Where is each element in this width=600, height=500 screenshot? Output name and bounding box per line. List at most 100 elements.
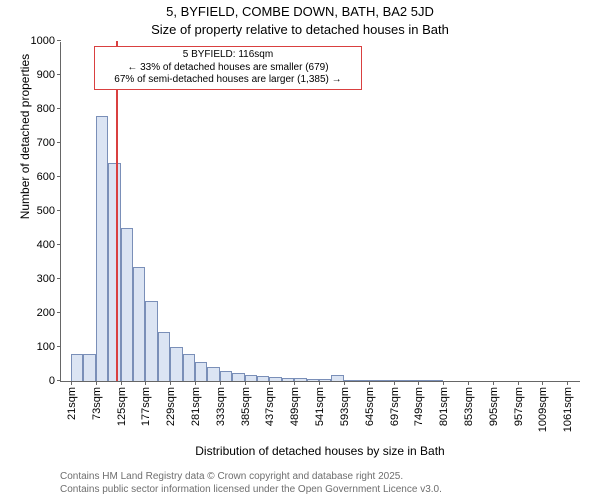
annotation-line2: ← 33% of detached houses are smaller (67… bbox=[101, 62, 354, 75]
histogram-bar bbox=[369, 380, 381, 381]
histogram-bar bbox=[381, 380, 393, 381]
ytick-label: 0 bbox=[49, 375, 61, 387]
ytick-mark bbox=[57, 108, 61, 109]
histogram-bar bbox=[121, 228, 133, 381]
xtick-mark bbox=[145, 381, 146, 385]
xtick-label: 957sqm bbox=[511, 387, 525, 426]
xtick-label: 437sqm bbox=[262, 387, 276, 426]
xtick-mark bbox=[269, 381, 270, 385]
xtick-label: 853sqm bbox=[461, 387, 475, 426]
xtick-mark bbox=[195, 381, 196, 385]
ytick-label: 600 bbox=[37, 171, 61, 183]
ytick-mark bbox=[57, 312, 61, 313]
histogram-bar bbox=[96, 116, 108, 381]
xtick-mark bbox=[418, 381, 419, 385]
footer-line1: Contains HM Land Registry data © Crown c… bbox=[60, 470, 442, 483]
histogram-bar bbox=[207, 367, 219, 381]
ytick-mark bbox=[57, 244, 61, 245]
xtick-label: 593sqm bbox=[337, 387, 351, 426]
chart-title-line1: 5, BYFIELD, COMBE DOWN, BATH, BA2 5JD bbox=[0, 4, 600, 19]
histogram-bar bbox=[71, 354, 83, 381]
xtick-label: 229sqm bbox=[163, 387, 177, 426]
footer-line2: Contains public sector information licen… bbox=[60, 483, 442, 496]
xtick-mark bbox=[220, 381, 221, 385]
histogram-bar bbox=[195, 362, 207, 381]
histogram-bar bbox=[183, 354, 195, 381]
xtick-label: 541sqm bbox=[312, 387, 326, 426]
chart-title-line2: Size of property relative to detached ho… bbox=[0, 22, 600, 37]
xtick-mark bbox=[567, 381, 568, 385]
ytick-mark bbox=[57, 346, 61, 347]
xtick-mark bbox=[443, 381, 444, 385]
histogram-bar bbox=[158, 332, 170, 381]
xtick-mark bbox=[493, 381, 494, 385]
ytick-label: 400 bbox=[37, 239, 61, 251]
xtick-mark bbox=[542, 381, 543, 385]
xtick-mark bbox=[245, 381, 246, 385]
ytick-mark bbox=[57, 210, 61, 211]
histogram-bar bbox=[133, 267, 145, 381]
ytick-mark bbox=[57, 40, 61, 41]
xtick-mark bbox=[170, 381, 171, 385]
ytick-mark bbox=[57, 278, 61, 279]
histogram-bar bbox=[269, 377, 281, 381]
histogram-bar bbox=[356, 380, 368, 381]
ytick-mark bbox=[57, 142, 61, 143]
histogram-bar bbox=[331, 375, 343, 381]
ytick-label: 100 bbox=[37, 341, 61, 353]
histogram-bar bbox=[232, 373, 244, 382]
chart-container: 5, BYFIELD, COMBE DOWN, BATH, BA2 5JD Si… bbox=[0, 0, 600, 500]
xtick-mark bbox=[121, 381, 122, 385]
annotation-line3: 67% of semi-detached houses are larger (… bbox=[101, 74, 354, 87]
histogram-bar bbox=[431, 380, 443, 381]
histogram-bar bbox=[170, 347, 182, 381]
xtick-label: 489sqm bbox=[287, 387, 301, 426]
xtick-mark bbox=[369, 381, 370, 385]
histogram-bar bbox=[257, 376, 269, 381]
xtick-label: 749sqm bbox=[411, 387, 425, 426]
xtick-mark bbox=[319, 381, 320, 385]
ytick-mark bbox=[57, 176, 61, 177]
x-axis-label: Distribution of detached houses by size … bbox=[60, 444, 580, 458]
xtick-label: 385sqm bbox=[238, 387, 252, 426]
histogram-bar bbox=[145, 301, 157, 381]
annotation-box: 5 BYFIELD: 116sqm← 33% of detached house… bbox=[94, 46, 361, 90]
xtick-mark bbox=[96, 381, 97, 385]
xtick-mark bbox=[518, 381, 519, 385]
xtick-label: 801sqm bbox=[436, 387, 450, 426]
xtick-label: 21sqm bbox=[64, 387, 78, 420]
xtick-label: 177sqm bbox=[138, 387, 152, 426]
histogram-bar bbox=[245, 375, 257, 381]
plot-area: 0100200300400500600700800900100021sqm73s… bbox=[60, 42, 580, 382]
histogram-bar bbox=[394, 380, 406, 381]
histogram-bar bbox=[319, 379, 331, 381]
ytick-label: 300 bbox=[37, 273, 61, 285]
xtick-label: 645sqm bbox=[362, 387, 376, 426]
xtick-label: 125sqm bbox=[114, 387, 128, 426]
xtick-label: 905sqm bbox=[486, 387, 500, 426]
y-axis-label: Number of detached properties bbox=[18, 54, 32, 219]
ytick-label: 200 bbox=[37, 307, 61, 319]
footer-attribution: Contains HM Land Registry data © Crown c… bbox=[60, 470, 442, 496]
xtick-label: 697sqm bbox=[387, 387, 401, 426]
xtick-mark bbox=[468, 381, 469, 385]
histogram-bar bbox=[307, 379, 319, 381]
histogram-bar bbox=[418, 380, 430, 381]
ytick-mark bbox=[57, 380, 61, 381]
histogram-bar bbox=[344, 380, 356, 381]
histogram-bar bbox=[108, 163, 120, 381]
histogram-bar bbox=[83, 354, 95, 381]
annotation-line1: 5 BYFIELD: 116sqm bbox=[101, 49, 354, 62]
xtick-label: 333sqm bbox=[213, 387, 227, 426]
xtick-label: 1061sqm bbox=[560, 387, 574, 432]
xtick-mark bbox=[344, 381, 345, 385]
property-marker-line bbox=[116, 41, 118, 381]
ytick-label: 700 bbox=[37, 137, 61, 149]
ytick-label: 500 bbox=[37, 205, 61, 217]
histogram-bar bbox=[282, 378, 294, 381]
xtick-label: 281sqm bbox=[188, 387, 202, 426]
histogram-bar bbox=[294, 378, 306, 381]
xtick-mark bbox=[71, 381, 72, 385]
ytick-label: 1000 bbox=[31, 35, 61, 47]
histogram-bar bbox=[220, 371, 232, 381]
